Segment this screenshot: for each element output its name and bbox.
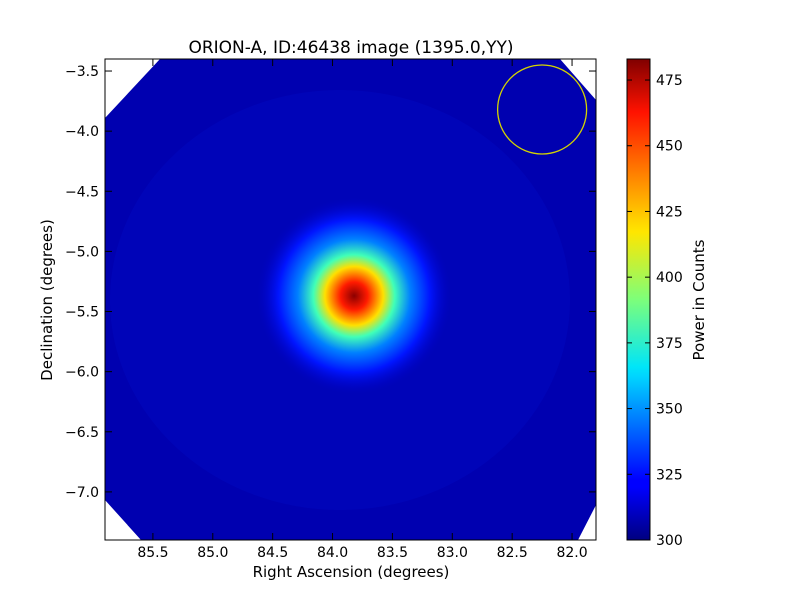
plot-frame [104, 58, 597, 541]
colorbar [626, 58, 651, 541]
x-tick-label: 83.0 [437, 545, 468, 561]
colorbar-tick-label: 450 [656, 139, 683, 155]
colorbar-tick-label: 400 [656, 270, 683, 286]
colorbar-tick-label: 425 [656, 204, 683, 220]
y-tick-label: −5.5 [65, 305, 99, 321]
y-tick-label: −7.0 [65, 485, 99, 501]
plot-area [105, 59, 596, 540]
x-tick-label: 84.5 [257, 545, 288, 561]
x-tick-label: 85.0 [197, 545, 228, 561]
y-tick-label: −6.0 [65, 365, 99, 381]
x-axis-ticks: 85.5 85.0 84.5 84.0 83.5 83.0 82.5 82.0 [137, 59, 588, 561]
x-axis-label: Right Ascension (degrees) [253, 563, 450, 581]
x-tick-label: 84.0 [317, 545, 348, 561]
colorbar-ticks: 300 325 350 375 400 425 450 475 [627, 73, 683, 549]
colorbar-tick-label: 325 [656, 467, 683, 483]
y-axis-label: Declination (degrees) [38, 219, 56, 381]
x-tick-label: 83.5 [377, 545, 408, 561]
colorbar-tick-label: 475 [656, 73, 683, 89]
colorbar-label: Power in Counts [690, 239, 708, 360]
x-tick-label: 85.5 [137, 545, 168, 561]
y-tick-label: −6.5 [65, 425, 99, 441]
colorbar-tick-label: 350 [656, 402, 683, 418]
x-tick-label: 82.5 [497, 545, 528, 561]
y-tick-label: −3.5 [65, 64, 99, 80]
x-tick-label: 82.0 [556, 545, 587, 561]
y-axis-ticks: −3.5 −4.0 −4.5 −5.0 −5.5 −6.0 −6.5 −7.0 [65, 64, 596, 501]
y-tick-label: −4.5 [65, 184, 99, 200]
colorbar-tick-label: 375 [656, 336, 683, 352]
source-emission [257, 197, 452, 394]
colorbar-tick-label: 300 [656, 533, 683, 549]
y-tick-label: −4.0 [65, 124, 99, 140]
chart-title: ORION-A, ID:46438 image (1395.0,YY) [188, 38, 513, 58]
beam-circle [496, 64, 588, 155]
y-tick-label: −5.0 [65, 244, 99, 260]
